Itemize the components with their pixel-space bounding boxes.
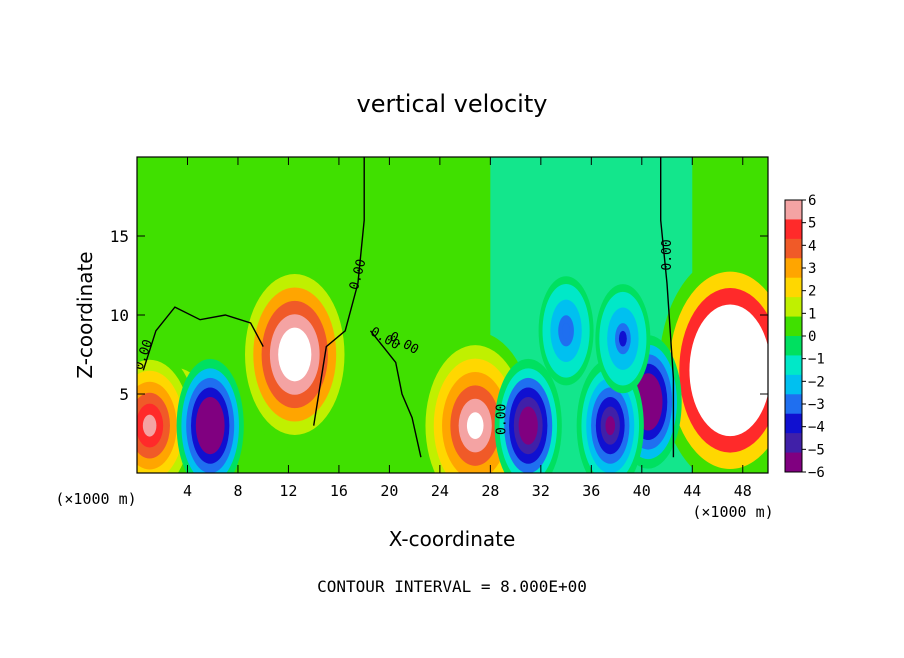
- x-tick-label: 48: [734, 482, 752, 500]
- colorbar-swatch: [785, 258, 802, 279]
- zero-contour-line: [369, 330, 422, 458]
- x-unit-right: (×1000 m): [692, 503, 773, 521]
- colorbar-swatch: [785, 200, 802, 220]
- colorbar-label: −1: [808, 352, 825, 368]
- y-axis-label: Z-coordinate: [73, 251, 97, 378]
- x-tick-label: 20: [380, 482, 398, 500]
- colorbar-label: 3: [808, 261, 816, 277]
- colorbar-label: 5: [808, 216, 816, 232]
- x-tick-label: 24: [431, 482, 449, 500]
- zero-contour-line: [313, 157, 365, 426]
- colorbar-swatch: [785, 355, 802, 376]
- x-tick-label: 44: [683, 482, 701, 500]
- feature-level: [142, 414, 157, 437]
- feature-level: [205, 416, 215, 436]
- feature-downdraft-7: [494, 358, 562, 473]
- colorbar-label: −4: [808, 420, 825, 436]
- colorbar-label: 4: [808, 238, 816, 254]
- x-axis-ticks: 4 8 12 16 20 24 28 32 36 40 44 48: [183, 157, 752, 500]
- colorbar-swatch: [785, 433, 802, 454]
- chart-title: vertical velocity: [357, 90, 548, 118]
- colorbar-label: −2: [808, 374, 825, 390]
- zero-contour-line: [142, 306, 264, 371]
- x-tick-label: 16: [330, 482, 348, 500]
- x-tick-label: 40: [633, 482, 651, 500]
- feature-level: [286, 341, 304, 368]
- colorbar-swatch: [785, 238, 802, 259]
- x-tick-label: 4: [183, 482, 192, 500]
- colorbar-swatch: [785, 219, 802, 240]
- feature-level: [719, 353, 741, 387]
- x-tick-label: 28: [481, 482, 499, 500]
- colorbar-label: 6: [808, 193, 816, 209]
- colorbar-swatch: [785, 277, 802, 298]
- y-tick-label: 5: [119, 385, 129, 404]
- feature-level: [643, 392, 653, 412]
- feature-downdraft-9: [538, 276, 594, 386]
- feature-level: [562, 322, 571, 339]
- feature-level: [618, 330, 627, 347]
- colorbar: 6 5 4 3 2 1 0 −1 −2 −3 −4 −5 −6: [784, 193, 825, 481]
- colorbar-label: −5: [808, 442, 825, 458]
- colorbar-swatch: [785, 452, 802, 473]
- field-features: [137, 255, 768, 473]
- x-tick-label: 36: [582, 482, 600, 500]
- y-tick-label: 10: [110, 306, 129, 325]
- colorbar-swatch: [785, 297, 802, 318]
- feature-downdraft-5: [176, 358, 244, 473]
- x-unit-left: (×1000 m): [55, 490, 136, 508]
- contour-label: 0.00: [495, 404, 510, 435]
- feature-level: [466, 412, 484, 440]
- colorbar-label: −3: [808, 397, 825, 413]
- colorbar-swatch: [785, 336, 802, 356]
- x-axis-label: X-coordinate: [389, 527, 516, 551]
- colorbar-swatch: [785, 413, 802, 434]
- zero-contour-line: [660, 157, 675, 458]
- colorbar-label: −6: [808, 465, 825, 481]
- y-tick-label: 15: [110, 227, 129, 246]
- colorbar-label: 0: [808, 329, 816, 345]
- colorbar-swatch: [785, 374, 802, 395]
- contour-interval-note: CONTOUR INTERVAL = 8.000E+00: [317, 577, 587, 596]
- colorbar-label: 2: [808, 284, 816, 300]
- feature-downdraft-10: [595, 284, 651, 394]
- contour-label: 0.00: [660, 239, 675, 270]
- colorbar-swatch: [785, 316, 802, 337]
- x-tick-label: 32: [532, 482, 550, 500]
- x-tick-label: 8: [233, 482, 242, 500]
- colorbar-label: 1: [808, 306, 816, 322]
- feature-level: [523, 416, 534, 436]
- feature-updraft-0: [236, 260, 353, 449]
- y-axis-ticks: 5 10 15: [110, 227, 768, 404]
- feature-updraft-1: [658, 255, 768, 473]
- colorbar-swatch: [785, 394, 802, 415]
- x-tick-label: 12: [279, 482, 297, 500]
- feature-level: [605, 416, 616, 436]
